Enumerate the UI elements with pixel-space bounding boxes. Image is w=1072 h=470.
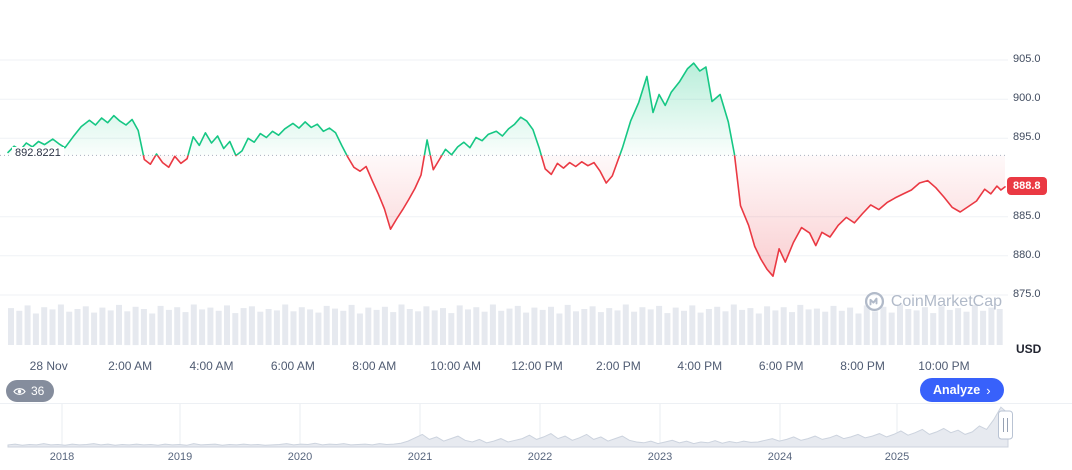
current-price-badge: 888.8 xyxy=(1007,176,1047,195)
year-tick-label: 2020 xyxy=(287,451,313,463)
watchers-count: 36 xyxy=(31,384,45,398)
x-axis-tick-label: 28 Nov xyxy=(29,359,68,373)
year-tick-label: 2022 xyxy=(527,451,553,463)
price-line-green xyxy=(7,62,736,156)
navigator-gridlines xyxy=(61,404,898,447)
x-axis-tick-label: 8:00 AM xyxy=(352,359,397,373)
coinmarketcap-watermark: CoinMarketCap xyxy=(864,291,1002,312)
navigator-handle[interactable] xyxy=(998,410,1013,440)
x-axis-tick-label: 4:00 AM xyxy=(189,359,234,373)
y-axis-tick-label: 875.0 xyxy=(1013,287,1041,300)
chevron-right-icon: › xyxy=(986,382,991,398)
y-axis-tick-label: 880.0 xyxy=(1013,248,1041,261)
baseline-price-label: 892.8221 xyxy=(12,147,64,160)
year-tick-label: 2025 xyxy=(884,451,910,463)
x-axis-tick-label: 8:00 PM xyxy=(840,359,885,373)
x-axis-tick-label: 4:00 PM xyxy=(677,359,723,373)
y-axis-tick-label: 895.0 xyxy=(1013,131,1041,144)
y-axis-tick-label: 885.0 xyxy=(1013,209,1041,222)
eye-icon xyxy=(13,387,26,395)
x-axis-tick-label: 2:00 AM xyxy=(108,359,153,373)
year-tick-label: 2023 xyxy=(647,451,673,463)
year-tick-label: 2024 xyxy=(767,451,793,463)
year-tick-label: 2021 xyxy=(407,451,433,463)
x-axis-tick-label: 2:00 PM xyxy=(596,359,641,373)
analyze-label: Analyze xyxy=(933,383,981,397)
x-axis-tick-label: 10:00 AM xyxy=(430,359,481,373)
watermark-text: CoinMarketCap xyxy=(890,292,1002,310)
x-axis-tick-label: 6:00 PM xyxy=(758,359,804,373)
volume-bars xyxy=(8,304,1003,346)
y-axis-tick-label: 905.0 xyxy=(1013,53,1041,65)
analyze-button[interactable]: Analyze › xyxy=(920,378,1004,402)
coinmarketcap-logo-icon xyxy=(864,291,884,312)
year-tick-label: 2018 xyxy=(49,451,75,463)
price-line-red xyxy=(142,155,1006,277)
y-axis-tick-label: 900.0 xyxy=(1013,92,1041,105)
price-area-above-baseline xyxy=(8,63,735,156)
year-tick-label: 2019 xyxy=(167,451,193,463)
navigator-chart[interactable] xyxy=(7,406,1009,448)
x-axis-tick-label: 10:00 PM xyxy=(918,359,970,373)
x-axis-tick-label: 12:00 PM xyxy=(511,359,563,373)
currency-unit-label: USD xyxy=(1016,342,1042,356)
x-axis-tick-label: 6:00 AM xyxy=(270,359,315,373)
price-area-below-baseline xyxy=(8,155,1005,277)
watchers-badge[interactable]: 36 xyxy=(6,380,55,402)
